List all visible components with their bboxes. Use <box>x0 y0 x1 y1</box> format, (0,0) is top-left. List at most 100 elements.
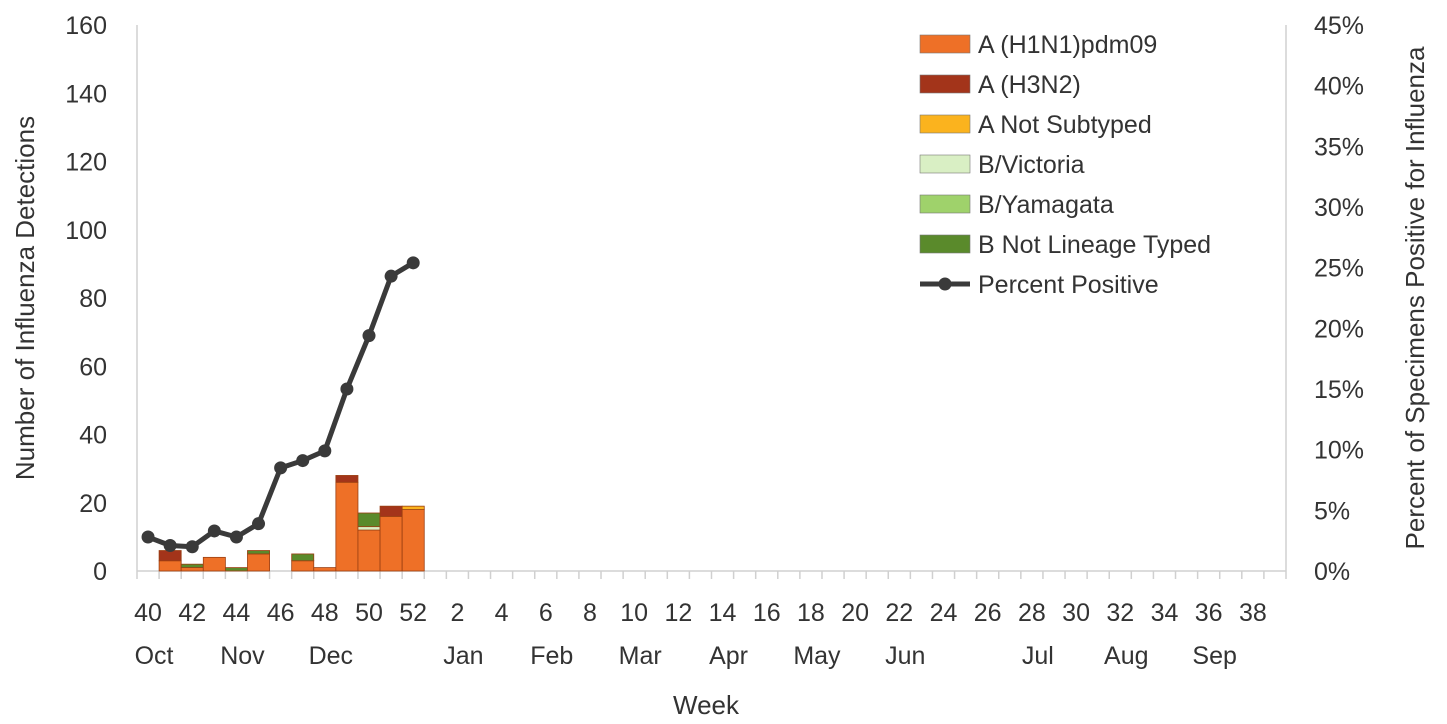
x-month-label: Feb <box>530 642 573 670</box>
x-month-label: Apr <box>709 642 748 670</box>
x-month-label: Sep <box>1192 642 1236 670</box>
y2-tick-label: 40% <box>1314 73 1364 101</box>
bar-segment <box>291 560 315 572</box>
legend-label: Percent Positive <box>978 271 1159 299</box>
y2-tick-label: 10% <box>1314 437 1364 465</box>
x-week-label: 48 <box>311 599 339 627</box>
legend-swatch <box>919 74 971 94</box>
y2-tick-label: 30% <box>1314 194 1364 222</box>
x-week-label: 12 <box>664 599 692 627</box>
legend-swatch <box>919 194 971 214</box>
bar-segment <box>247 550 270 555</box>
legend-swatch <box>919 234 971 254</box>
x-week-label: 2 <box>450 599 464 627</box>
x-week-label: 8 <box>583 599 597 627</box>
y2-tick-label: 25% <box>1314 255 1364 283</box>
bar-segment <box>158 560 182 572</box>
x-week-label: 14 <box>709 599 737 627</box>
y2-tick-label: 45% <box>1314 12 1364 40</box>
x-week-label: 20 <box>841 599 869 627</box>
legend-label: B/Victoria <box>978 151 1085 179</box>
y2-tick-label: 0% <box>1314 558 1350 586</box>
legend-label: B/Yamagata <box>978 191 1114 219</box>
y-tick-label: 160 <box>65 12 107 40</box>
y-tick-label: 120 <box>65 149 107 177</box>
percent-positive-point <box>318 444 332 458</box>
legend-label: A Not Subtyped <box>978 111 1152 139</box>
x-week-label: 16 <box>753 599 781 627</box>
x-week-label: 34 <box>1151 599 1179 627</box>
bar-segment <box>335 475 359 483</box>
x-month-label: Oct <box>135 642 174 670</box>
x-week-label: 30 <box>1062 599 1090 627</box>
percent-positive-point <box>406 256 420 270</box>
x-week-label: 18 <box>797 599 825 627</box>
bar-segment <box>379 505 403 517</box>
x-week-label: 38 <box>1239 599 1267 627</box>
x-week-label: 24 <box>930 599 958 627</box>
y-axis-label: Number of Influenza Detections <box>10 116 40 480</box>
legend-swatch <box>919 34 971 54</box>
bar-segment <box>401 505 425 510</box>
y-tick-label: 60 <box>79 353 107 381</box>
legend-label: B Not Lineage Typed <box>978 231 1211 259</box>
legend: A (H1N1)pdm09 A (H3N2) A Not Subtyped B/Vic… <box>919 31 1211 299</box>
x-week-label: 44 <box>223 599 251 627</box>
percent-positive-point <box>185 540 199 554</box>
percent-positive-point <box>296 454 310 468</box>
y2-axis-label: Percent of Specimens Positive for Influe… <box>1400 46 1430 549</box>
bar-segment <box>291 553 315 562</box>
percent-positive-point <box>207 524 221 538</box>
y-tick-label: 40 <box>79 422 107 450</box>
bar-segment <box>158 550 182 562</box>
percent-positive-point <box>362 329 376 343</box>
y-tick-label: 80 <box>79 285 107 313</box>
bar-segment <box>313 567 337 572</box>
x-week-label: 32 <box>1106 599 1134 627</box>
x-week-label: 52 <box>399 599 427 627</box>
x-week-label: 40 <box>134 599 162 627</box>
x-axis-label: Week <box>673 690 740 719</box>
x-week-label: 36 <box>1195 599 1223 627</box>
bar-segment <box>357 512 381 528</box>
legend-label: A (H1N1)pdm09 <box>978 31 1157 59</box>
bar-segment <box>202 556 226 572</box>
x-month-label: Jun <box>885 642 925 670</box>
percent-positive-line <box>141 256 420 554</box>
y2-tick-label: 15% <box>1314 376 1364 404</box>
bar-segment <box>224 567 248 572</box>
percent-positive-point <box>252 517 266 531</box>
legend-line-marker <box>938 277 952 291</box>
percent-positive-point <box>163 539 177 553</box>
percent-positive-point <box>141 530 155 544</box>
percent-positive-point <box>274 461 288 475</box>
x-week-label: 10 <box>620 599 648 627</box>
x-week-label: 4 <box>495 599 509 627</box>
legend-swatch <box>919 114 971 134</box>
x-week-label: 6 <box>539 599 553 627</box>
x-month-label: Jan <box>443 642 483 670</box>
x-week-label: 26 <box>974 599 1002 627</box>
x-week-label: 50 <box>355 599 383 627</box>
bar-segment <box>180 567 204 572</box>
x-week-label: 42 <box>178 599 206 627</box>
bar-segment <box>357 526 381 531</box>
bar-segment <box>357 529 381 572</box>
x-month-label: May <box>793 642 841 670</box>
y-tick-label: 20 <box>79 490 107 518</box>
axes: 0 20 40 60 80 100 120 140 160 0% 5% 10% 15% 20% 25% 30%… <box>65 12 1364 670</box>
y-tick-label: 0 <box>93 558 107 586</box>
bar-segment <box>335 481 359 572</box>
y-tick-label: 100 <box>65 217 107 245</box>
y2-tick-label: 35% <box>1314 133 1364 161</box>
x-month-label: Mar <box>619 642 662 670</box>
percent-positive-polyline <box>147 260 415 550</box>
percent-positive-point <box>229 530 243 544</box>
x-month-label: Jul <box>1022 642 1054 670</box>
y2-tick-label: 20% <box>1314 315 1364 343</box>
x-month-label: Nov <box>220 642 265 670</box>
x-week-label: 28 <box>1018 599 1046 627</box>
x-week-label: 46 <box>267 599 295 627</box>
bar-segment <box>247 553 270 572</box>
